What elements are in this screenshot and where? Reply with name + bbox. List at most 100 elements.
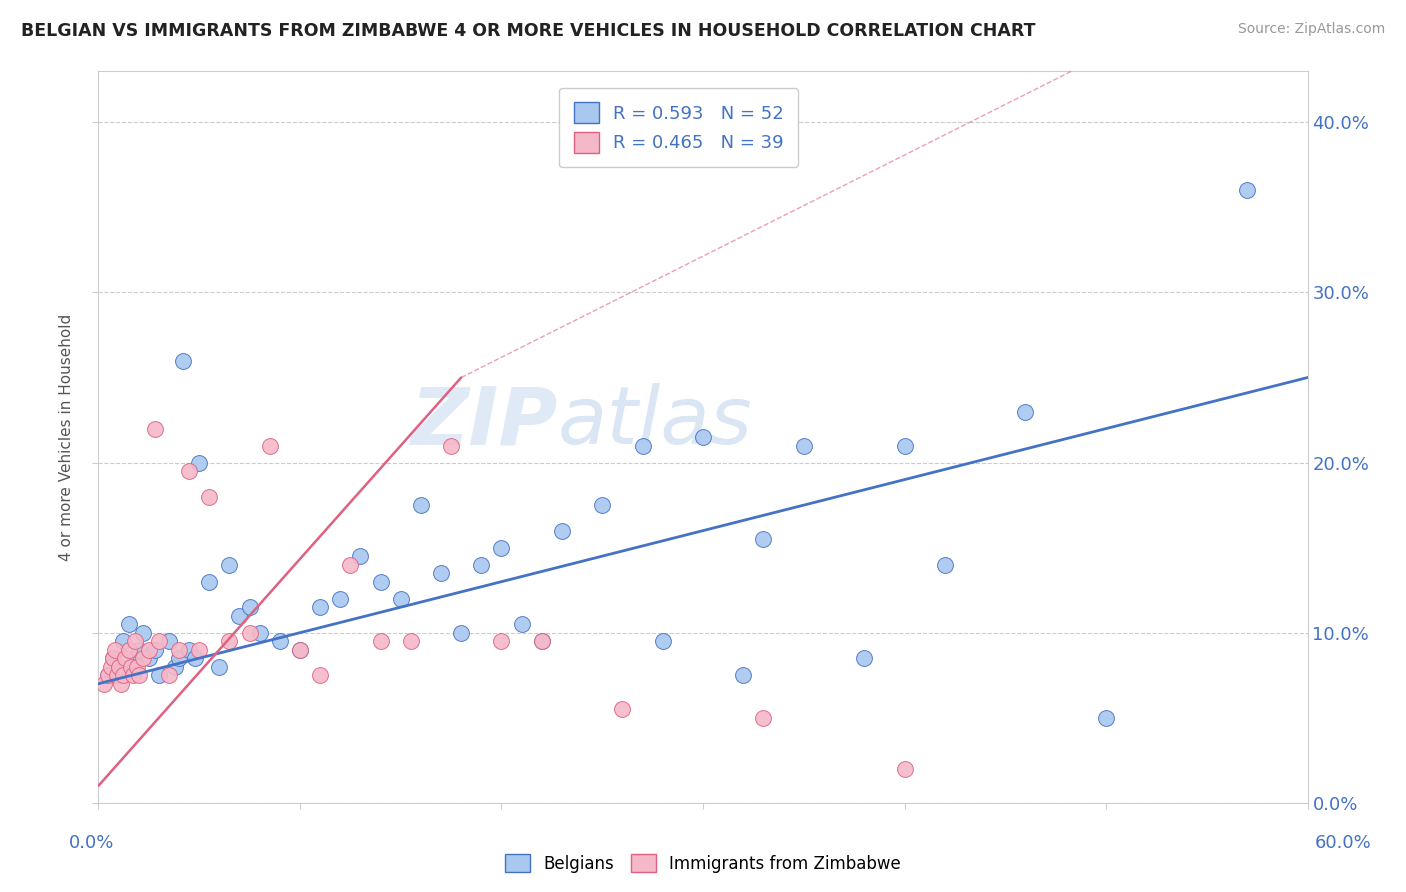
Point (409, 498, 432, 512)
Point (440, 439, 463, 453)
Point (132, 651, 155, 665)
Point (269, 634, 291, 648)
Point (208, 659, 231, 673)
Point (157, 668, 180, 682)
Point (124, 651, 146, 665)
Point (167, 651, 190, 665)
Legend: R = 0.593   N = 52, R = 0.465   N = 39: R = 0.593 N = 52, R = 0.465 N = 39 (560, 87, 799, 168)
Point (239, 625, 262, 640)
Text: BELGIAN VS IMMIGRANTS FROM ZIMBABWE 4 OR MORE VEHICLES IN HOUSEHOLD CORRELATION : BELGIAN VS IMMIGRANTS FROM ZIMBABWE 4 OR… (21, 22, 1036, 40)
Point (198, 490, 221, 504)
Point (97, 668, 120, 682)
Point (510, 617, 533, 632)
Point (125, 659, 148, 673)
Point (309, 668, 332, 682)
Point (198, 574, 221, 589)
Point (228, 608, 250, 623)
Point (124, 634, 146, 648)
Point (692, 430, 714, 444)
Point (188, 456, 211, 470)
Point (430, 566, 453, 581)
Point (591, 498, 613, 512)
Point (118, 642, 141, 657)
Point (105, 668, 128, 682)
Point (184, 651, 207, 665)
Point (551, 524, 574, 538)
Point (370, 574, 392, 589)
Point (491, 634, 513, 648)
Point (107, 659, 129, 673)
Point (143, 642, 166, 657)
Point (491, 541, 513, 555)
Point (128, 668, 150, 682)
Point (107, 659, 129, 673)
Point (470, 558, 492, 572)
Point (163, 659, 186, 673)
Point (631, 439, 654, 453)
Point (450, 625, 472, 640)
Point (132, 625, 155, 640)
Point (101, 651, 124, 665)
Point (101, 651, 124, 665)
Point (111, 668, 134, 682)
Text: ZIP: ZIP (411, 384, 558, 461)
Point (97, 668, 120, 682)
Point (100, 659, 122, 673)
Point (1095, 711, 1118, 725)
Point (288, 642, 311, 657)
Point (309, 600, 332, 615)
Point (349, 549, 371, 563)
Point (793, 439, 815, 453)
Point (179, 464, 201, 478)
Point (249, 625, 271, 640)
Point (893, 762, 915, 776)
Y-axis label: 4 or more Vehicles in Household: 4 or more Vehicles in Household (59, 313, 75, 561)
Point (218, 558, 240, 572)
Point (934, 558, 956, 572)
Point (120, 659, 142, 673)
Point (752, 711, 775, 725)
Point (138, 642, 160, 657)
Point (121, 668, 143, 682)
Point (218, 634, 240, 648)
Point (157, 634, 180, 648)
Point (114, 651, 136, 665)
Point (93, 677, 115, 691)
Point (370, 634, 392, 648)
Point (148, 634, 170, 648)
Point (179, 642, 201, 657)
Text: 60.0%: 60.0% (1315, 834, 1371, 852)
Point (288, 642, 311, 657)
Point (239, 600, 262, 615)
Point (612, 702, 634, 716)
Point (111, 634, 134, 648)
Point (143, 421, 166, 435)
Point (167, 642, 190, 657)
Text: 0.0%: 0.0% (69, 834, 114, 852)
Point (148, 668, 170, 682)
Point (1236, 183, 1258, 197)
Point (259, 439, 281, 453)
Legend: Belgians, Immigrants from Zimbabwe: Belgians, Immigrants from Zimbabwe (498, 847, 908, 880)
Point (339, 558, 361, 572)
Point (103, 642, 125, 657)
Point (1014, 404, 1036, 418)
Point (128, 642, 150, 657)
Point (188, 642, 211, 657)
Point (399, 634, 422, 648)
Point (651, 634, 673, 648)
Point (893, 439, 915, 453)
Point (389, 591, 412, 606)
Point (530, 634, 553, 648)
Point (138, 651, 160, 665)
Point (853, 651, 876, 665)
Point (733, 668, 755, 682)
Point (118, 617, 141, 632)
Point (530, 634, 553, 648)
Point (110, 677, 132, 691)
Text: Source: ZipAtlas.com: Source: ZipAtlas.com (1237, 22, 1385, 37)
Point (172, 353, 194, 368)
Text: atlas: atlas (558, 384, 752, 461)
Point (329, 591, 352, 606)
Point (752, 532, 775, 546)
